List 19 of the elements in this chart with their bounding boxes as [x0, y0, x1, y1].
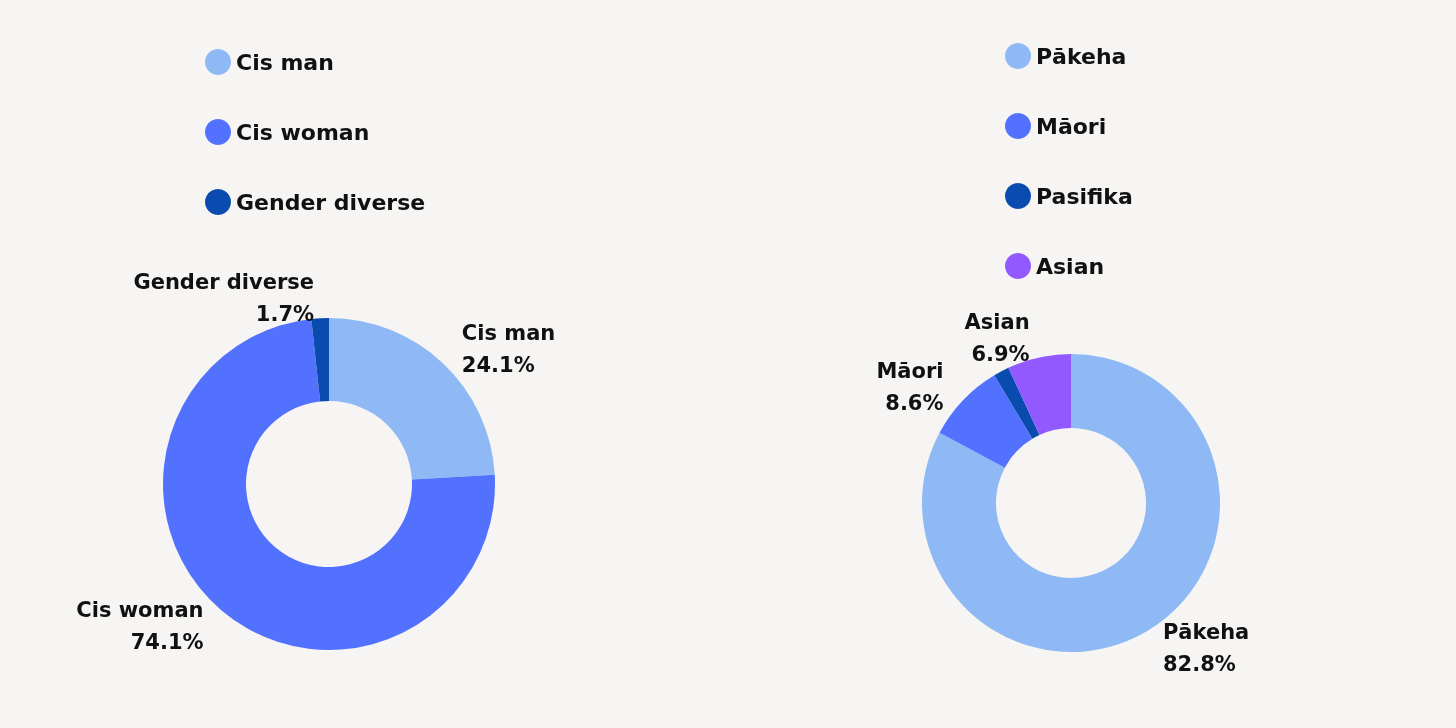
slice-label: Gender diverse — [133, 270, 315, 295]
data-label: 24.1% — [461, 352, 535, 377]
legend-label: Pākeha — [1036, 43, 1127, 69]
legend-label: Pasifika — [1036, 183, 1133, 209]
data-label: 82.8% — [1162, 651, 1236, 676]
slice-label: Asian — [964, 309, 1030, 334]
data-label: 8.6% — [885, 390, 944, 415]
legend-label: Māori — [1036, 113, 1107, 139]
legend-label: Cis woman — [236, 119, 370, 145]
slice-label: Cis man — [461, 320, 556, 345]
data-label: 6.9% — [971, 341, 1030, 366]
data-label: 74.1% — [130, 629, 204, 654]
data-label: 1.7% — [255, 302, 315, 327]
slice-label: Māori — [876, 358, 944, 383]
slice-label: Pākeha — [1162, 619, 1250, 644]
legend-label: Cis man — [236, 49, 334, 75]
slice-label: Cis woman — [76, 597, 204, 622]
legend-label: Gender diverse — [236, 189, 426, 215]
legend-label: Asian — [1036, 253, 1105, 279]
